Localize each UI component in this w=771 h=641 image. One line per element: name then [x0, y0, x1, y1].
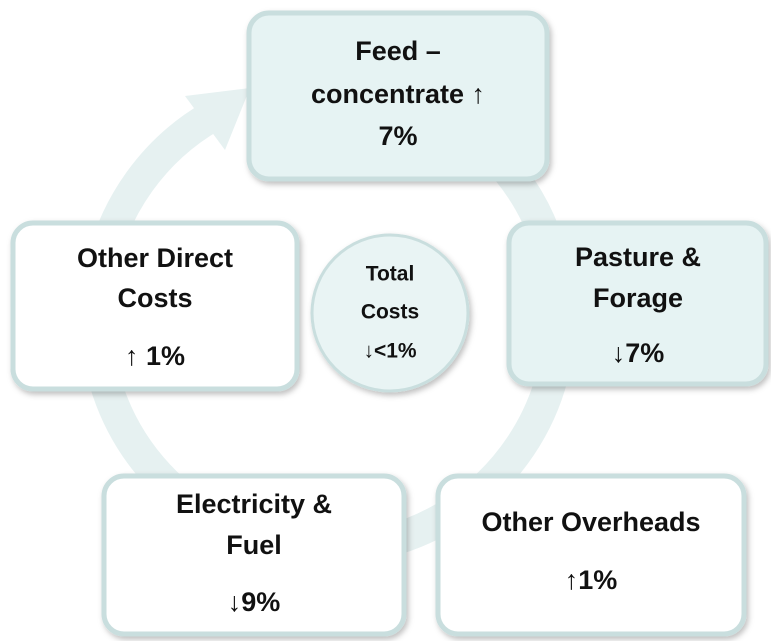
center-text: ↓<1%	[363, 340, 416, 363]
node-text: Fuel	[226, 530, 282, 560]
node-text: concentrate ↑	[311, 79, 485, 109]
node-text: Other Direct	[77, 243, 233, 273]
node-text: Other Overheads	[481, 507, 700, 537]
node-text: ↑1%	[565, 565, 618, 595]
center-circle	[310, 233, 470, 393]
node-text: 7%	[378, 121, 417, 151]
node-text: Costs	[117, 283, 192, 313]
node-text: Forage	[593, 283, 683, 313]
node-box	[10, 220, 300, 392]
node-box	[246, 10, 550, 182]
node-text: ↓7%	[612, 338, 665, 368]
node-box	[435, 473, 747, 637]
center-text: Costs	[361, 301, 419, 324]
node-text: Pasture &	[575, 242, 701, 272]
node-text: Feed –	[355, 36, 441, 66]
node-text: ↓9%	[228, 587, 281, 617]
node-text: ↑ 1%	[125, 341, 185, 371]
node-text: Electricity &	[176, 489, 332, 519]
node-box	[506, 220, 769, 387]
node-box	[101, 473, 407, 637]
center-text: Total	[366, 263, 415, 286]
